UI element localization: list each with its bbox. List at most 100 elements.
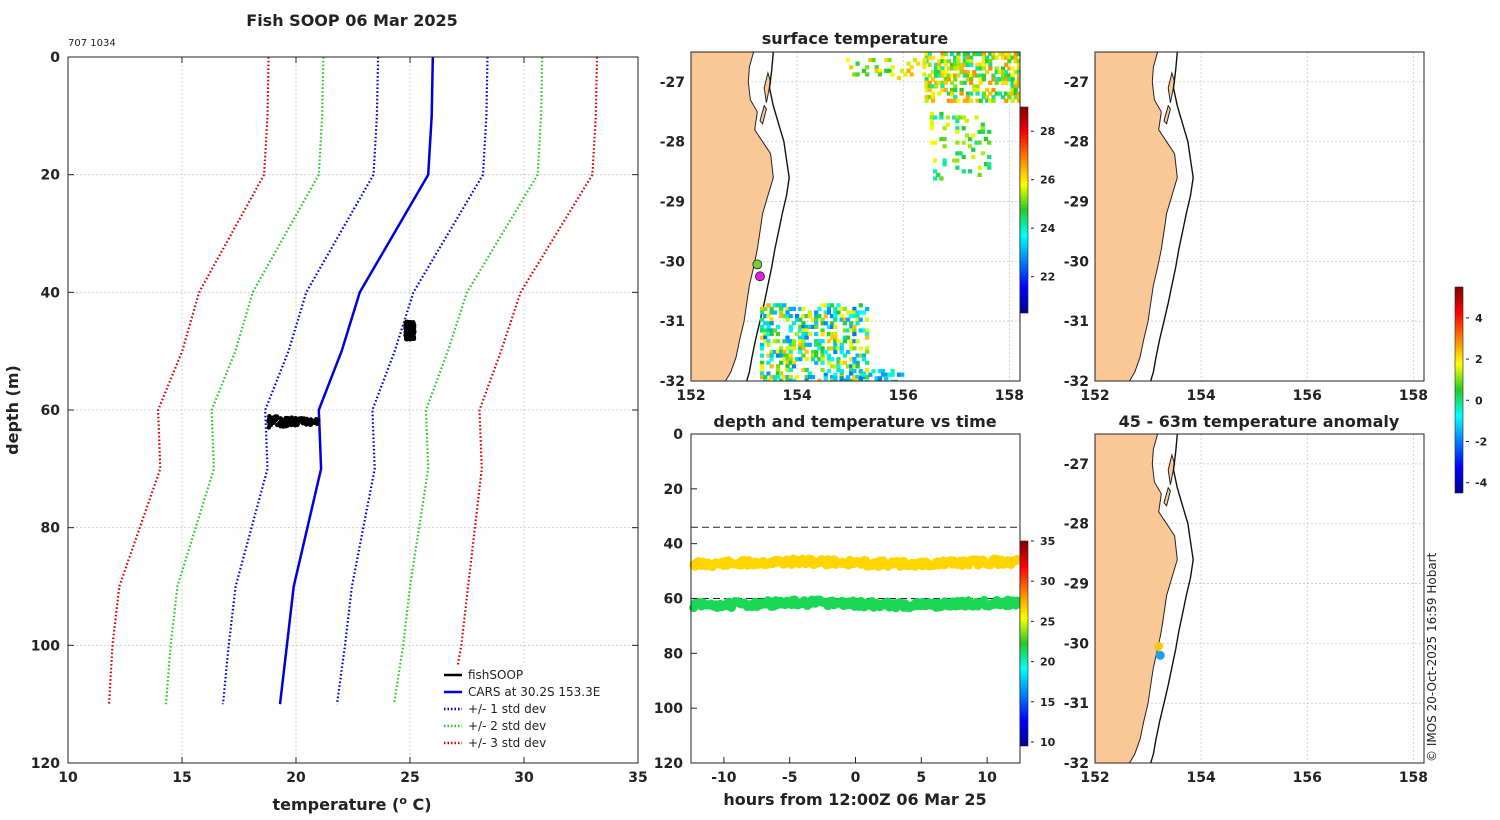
profile-ytick-label: 40 — [41, 285, 61, 301]
sst-pixel — [975, 84, 980, 89]
sst-pixel — [1010, 98, 1015, 103]
sst-pixel — [956, 52, 961, 57]
sst-pixel — [961, 140, 966, 145]
sst-pixel — [775, 324, 781, 329]
sst-pixel — [788, 306, 793, 312]
sst-pixel — [788, 367, 793, 373]
sst-pixel — [836, 310, 841, 315]
sst-colorbar — [1019, 106, 1029, 314]
sst-pixel — [836, 364, 841, 369]
sst-pixel — [965, 95, 971, 100]
sst-pixel — [934, 69, 939, 75]
sst-pixel — [953, 59, 958, 64]
sst-pixel — [987, 154, 992, 160]
sst-pixel — [1016, 59, 1020, 64]
sst-pixel — [833, 335, 838, 340]
anomaly-point — [1154, 641, 1164, 651]
legend-box — [436, 665, 636, 757]
sst-pixel — [930, 95, 936, 100]
sst-pixel — [890, 379, 895, 381]
sst-pixel — [861, 310, 867, 315]
sst-pixel — [769, 349, 774, 355]
sst-pixel — [785, 364, 790, 369]
sst-pixel — [940, 87, 945, 93]
sst-pixel — [845, 349, 851, 355]
anomaly-xtick-label: 154 — [1187, 770, 1216, 786]
profile-xlabel: temperature (o C) — [272, 794, 431, 815]
sst-pixel — [865, 317, 870, 322]
sst-pixel — [849, 321, 854, 326]
sst-pixel — [861, 375, 867, 380]
anomaly-island — [1163, 486, 1171, 507]
sst-pixel — [779, 353, 784, 358]
colorbar-tick-label: 20 — [1040, 656, 1056, 669]
anomaly-colorbar-ticks: -4 -2 0 2 4 — [1466, 312, 1488, 490]
sst-pixel — [775, 375, 781, 380]
sst-pixel — [975, 62, 980, 67]
sst-pixel — [1000, 52, 1006, 57]
sst-pixel — [994, 91, 999, 96]
sst-pixel — [830, 346, 835, 351]
sst-pixel — [759, 328, 765, 333]
anomaly-ytick-label: -32 — [1064, 756, 1089, 772]
sst-pixel — [930, 55, 936, 60]
sst-pixel — [833, 372, 838, 377]
sst-pixel — [965, 91, 971, 96]
sst-pixel — [763, 314, 768, 319]
sst-pixel — [978, 98, 983, 103]
sst-pixel — [766, 339, 771, 344]
sst-pixel — [839, 369, 844, 374]
sst-pixel — [785, 346, 790, 351]
anomaly-xtick-label: 158 — [1399, 770, 1428, 786]
sst-pixel — [1016, 73, 1020, 78]
sst-pixel — [994, 55, 999, 60]
sst-pixel — [807, 310, 812, 315]
sst-pixel — [817, 339, 822, 344]
anomaly-ytick-label: -30 — [1064, 636, 1090, 652]
sst-pixel — [836, 357, 841, 362]
sst-pixel — [772, 303, 777, 308]
sst-pixel — [978, 73, 983, 78]
sst-pixel — [1013, 84, 1018, 89]
sst-pixel — [807, 375, 812, 380]
blank-xtick-label: 152 — [1080, 388, 1109, 404]
sst-pixel — [880, 372, 886, 377]
sst-pixel — [949, 73, 955, 78]
sst-pixel — [980, 151, 985, 156]
sst-pixel — [759, 364, 765, 369]
sst-pixel — [769, 321, 774, 326]
profile-fishsoop-point — [408, 336, 414, 341]
sst-pixel — [820, 321, 825, 326]
sst-pixel — [842, 306, 847, 312]
sst-pixel — [987, 140, 992, 145]
sst-pixel — [788, 378, 793, 381]
sst-pixel — [865, 72, 870, 77]
sst-island — [759, 104, 767, 125]
sst-pixel — [775, 367, 781, 373]
sst-pixel — [977, 140, 982, 145]
sst-pixel — [997, 91, 1002, 96]
sst-pixel — [782, 314, 787, 319]
sst-pixel — [1016, 95, 1020, 100]
profile-fishsoop-point — [289, 419, 295, 424]
sst-pixel — [972, 73, 977, 78]
sst-pixel — [884, 57, 889, 63]
sst-pixel — [981, 77, 986, 82]
sst-pixel — [849, 328, 854, 333]
sst-pixel — [946, 98, 951, 103]
anomaly-land — [1095, 434, 1178, 763]
sst-pixel — [852, 324, 857, 329]
sst-pixel — [801, 314, 806, 319]
sst-pixel — [820, 360, 825, 365]
sst-pixel — [1010, 80, 1015, 85]
sst-pixel — [804, 342, 809, 347]
sst-pixel — [949, 62, 955, 67]
sst-pixel — [833, 364, 838, 369]
colorbar-tick-label: 26 — [1040, 174, 1056, 187]
sst-pixel — [1016, 69, 1020, 75]
sst-pixel — [826, 369, 832, 374]
sst-pixel — [785, 353, 790, 358]
sst-pixel — [810, 317, 816, 322]
sst-pixel — [759, 335, 765, 340]
sst-pixel — [849, 357, 854, 362]
